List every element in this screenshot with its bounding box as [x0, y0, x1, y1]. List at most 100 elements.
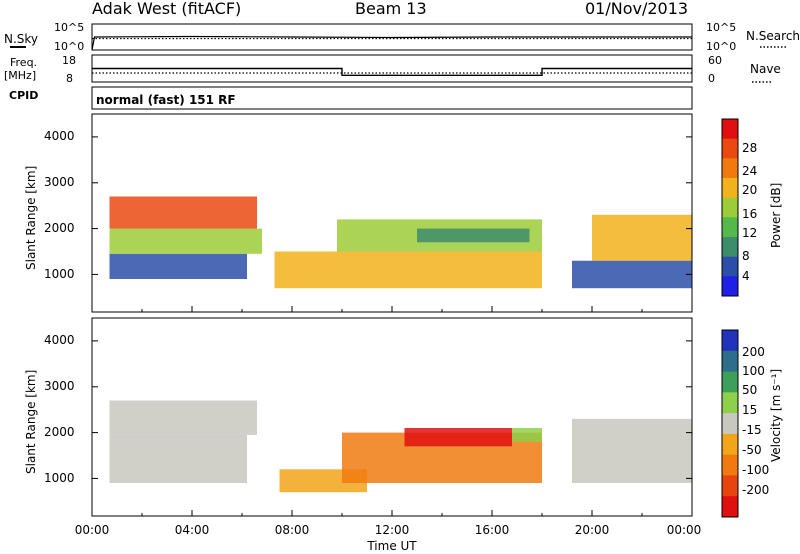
powerCells-cell-5 [417, 228, 530, 243]
noise-right-label: N.Search [746, 29, 800, 43]
velocity-y-tick-3000: 3000 [44, 379, 75, 393]
velocity-y-tick-1000: 1000 [44, 471, 75, 485]
velBar-swatch-0 [722, 330, 738, 352]
freq-left-label-1: Freq. [10, 56, 37, 69]
powerCells-cell-3 [274, 251, 542, 289]
x-tick-1200: 12:00 [375, 523, 410, 537]
velCells-cell-1 [109, 400, 257, 435]
power-y-ticks [92, 136, 692, 275]
powerCells-cell-2 [109, 196, 257, 229]
velocity-cb-tick-minus100: -100 [742, 463, 769, 477]
x-tick-1600: 16:00 [475, 523, 510, 537]
power-cb-tick-12: 12 [742, 226, 757, 240]
power-cb-tick-28: 28 [742, 141, 757, 155]
powerBar-swatch-8 [722, 276, 738, 297]
freq-left-label-2: [MHz] [4, 69, 36, 82]
velocity-cb-tick-200: 200 [742, 345, 765, 359]
noise-left-tick-top: 10^5 [54, 21, 84, 34]
cpid-mode: normal (fast) 151 RF [96, 93, 236, 107]
velBar-swatch-7 [722, 475, 738, 497]
x-tick-2400: 00:00 [667, 523, 702, 537]
velBar-swatch-5 [722, 433, 738, 456]
velocity-y-label: Slant Range [km] [24, 370, 38, 474]
x-tick-2000: 20:00 [575, 523, 610, 537]
x-axis-label: Time UT [366, 539, 417, 553]
noise-left-label: N.Sky [4, 32, 38, 46]
powerBar-swatch-5 [722, 217, 738, 238]
velocity-heatmap [109, 400, 692, 493]
power-cb-tick-4: 4 [742, 269, 750, 283]
velocity-y-ticks [92, 340, 692, 479]
date-title: 01/Nov/2013 [585, 0, 688, 18]
velBar-swatch-8 [722, 496, 738, 518]
power-colorbar-frame [721, 118, 739, 297]
power-cb-tick-16: 16 [742, 207, 757, 221]
velocity-cb-tick-100: 100 [742, 364, 765, 378]
freq-left-tick-top: 18 [62, 54, 76, 67]
velBar-swatch-6 [722, 454, 738, 476]
velocity-panel: 4000 3000 2000 1000 Slant Range [km] 200… [24, 317, 783, 518]
power-colorbar-label: Power [dB] [769, 183, 783, 248]
station-title: Adak West (fitACF) [92, 0, 241, 18]
velocity-colorbar-label: Velocity [m s⁻¹] [769, 369, 783, 462]
powerCells-cell-0 [109, 253, 247, 279]
noise-panel: N.Sky 10^5 10^0 10^5 10^0 N.Search [4, 21, 800, 53]
power-y-tick-4000: 4000 [44, 129, 75, 143]
cpid-panel-frame [91, 86, 693, 110]
powerBar-swatch-2 [722, 158, 738, 179]
velocity-y-tick-4000: 4000 [44, 333, 75, 347]
noise-left-tick-bottom: 10^0 [54, 40, 84, 53]
velocity-y-tick-2000: 2000 [44, 425, 75, 439]
powerCells-cell-6 [572, 260, 692, 289]
velCells-cell-4 [404, 428, 512, 447]
velocity-cb-tick-minus200: -200 [742, 483, 769, 497]
power-heatmap [109, 196, 692, 289]
powerBar-swatch-4 [722, 197, 738, 218]
velocity-cb-tick-15: 15 [742, 403, 757, 417]
beam-title: Beam 13 [355, 0, 427, 18]
power-cb-tick-24: 24 [742, 164, 757, 178]
powerBar-swatch-6 [722, 237, 738, 258]
powerBar-swatch-3 [722, 178, 738, 199]
velocity-colorbar [722, 330, 738, 518]
velocity-cb-tick-minus15: -15 [742, 423, 762, 437]
noise-right-tick-top: 10^5 [706, 21, 736, 34]
noise-sky-series [91, 35, 692, 51]
x-axis-ticks [91, 306, 693, 516]
freq-panel: Freq. [MHz] 18 8 60 0 Nave [4, 54, 781, 85]
nave-label: Nave [750, 62, 781, 76]
velCells-cell-6 [572, 418, 692, 483]
freq-left-tick-bottom: 8 [66, 72, 73, 85]
power-y-label: Slant Range [km] [24, 166, 38, 270]
power-colorbar [722, 119, 738, 297]
velBar-swatch-3 [722, 392, 738, 414]
velCells-cell-5 [512, 428, 542, 442]
cpid-label: CPID [9, 89, 38, 102]
power-y-tick-3000: 3000 [44, 175, 75, 189]
velocity-colorbar-frame [721, 329, 739, 518]
velBar-swatch-2 [722, 371, 738, 393]
power-panel: 4000 3000 2000 1000 Slant Range [km] 28 … [24, 113, 783, 313]
power-y-tick-1000: 1000 [44, 267, 75, 281]
velocity-cb-tick-minus50: -50 [742, 443, 762, 457]
cpid-panel: CPID normal (fast) 151 RF [9, 86, 693, 110]
x-tick-0000: 00:00 [75, 523, 110, 537]
powerCells-cell-1 [109, 228, 262, 254]
x-tick-0800: 08:00 [275, 523, 310, 537]
powerCells-cell-7 [592, 214, 692, 261]
powerBar-swatch-7 [722, 256, 738, 277]
power-y-tick-2000: 2000 [44, 221, 75, 235]
velocity-cb-tick-50: 50 [742, 383, 757, 397]
power-cb-tick-20: 20 [742, 183, 757, 197]
freq-right-tick-top: 60 [708, 54, 722, 67]
freq-right-tick-bottom: 0 [708, 72, 715, 85]
powerBar-swatch-0 [722, 119, 738, 140]
velBar-swatch-1 [722, 350, 738, 373]
powerBar-swatch-1 [722, 138, 738, 159]
freq-series [92, 67, 692, 76]
velBar-swatch-4 [722, 413, 738, 435]
noise-right-tick-bottom: 10^0 [706, 40, 736, 53]
velCells-cell-0 [109, 434, 247, 483]
power-cb-tick-8: 8 [742, 249, 750, 263]
